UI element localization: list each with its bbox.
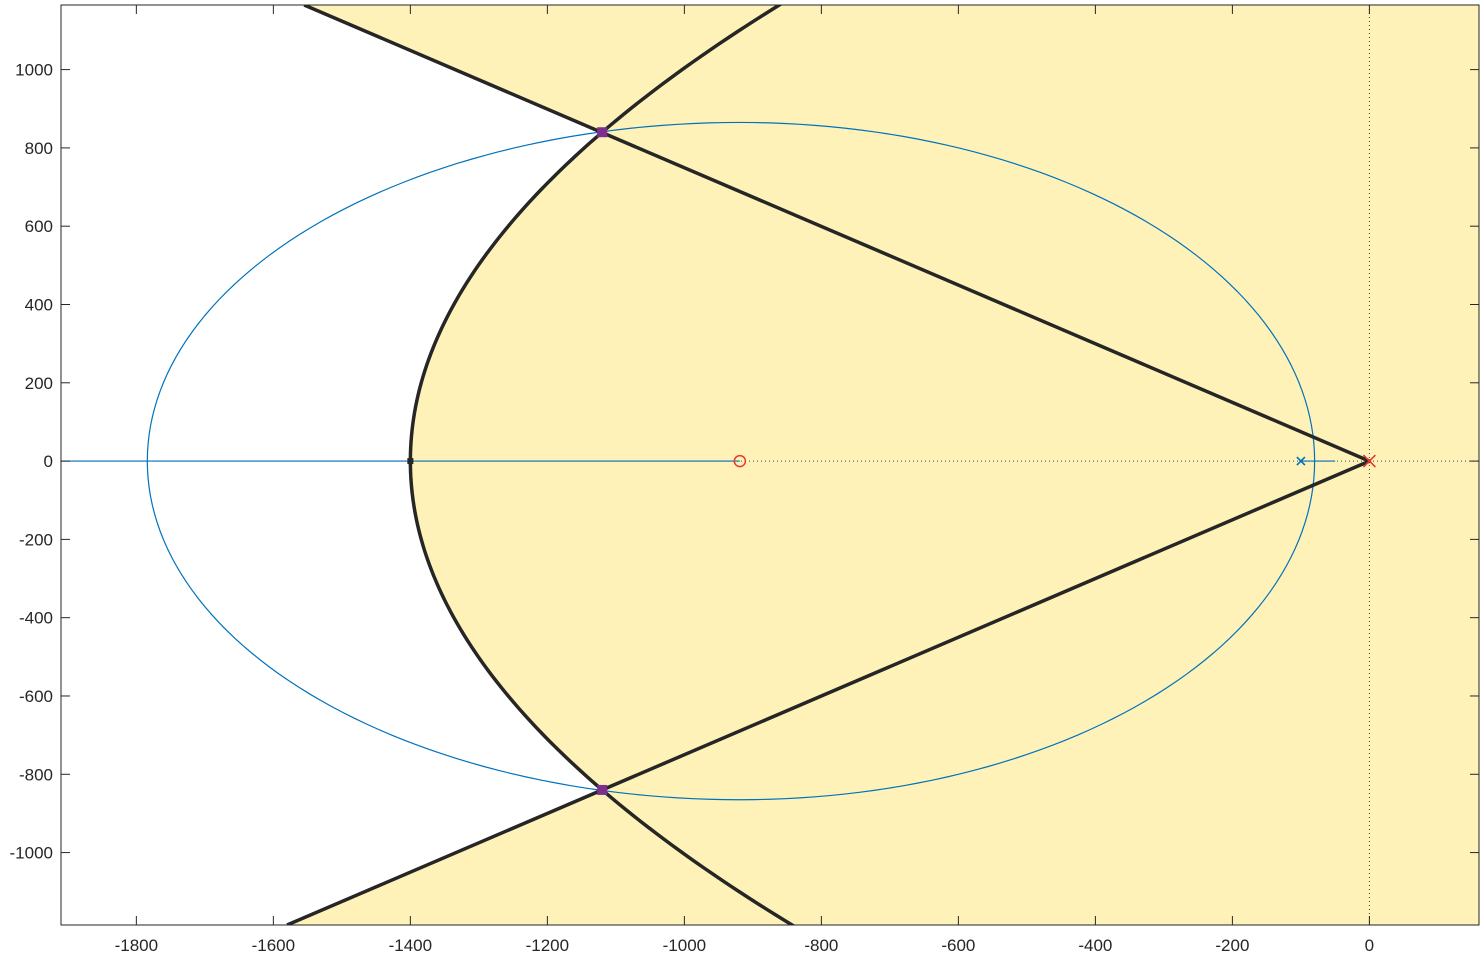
y-tick-label: -400 — [19, 609, 53, 628]
x-tick-label: -1400 — [389, 936, 432, 955]
y-tick-label: 800 — [25, 139, 53, 158]
x-tick-label: -1800 — [115, 936, 158, 955]
open-loop-pole-marker — [1296, 456, 1306, 466]
x-tick-label: -1600 — [252, 936, 295, 955]
y-tick-label: -200 — [19, 530, 53, 549]
x-tick-label: -400 — [1078, 936, 1112, 955]
y-tick-label: -800 — [19, 765, 53, 784]
x-tick-label: 0 — [1365, 936, 1374, 955]
parabola-boundary — [408, 5, 796, 925]
x-tick-label: -600 — [941, 936, 975, 955]
y-tick-label: 400 — [25, 295, 53, 314]
plot-axes: -1800 -1600 -1400 -1200 -1000 -800 -600 -400 -20… — [10, 4, 1480, 955]
y-tick-label: 600 — [25, 217, 53, 236]
x-tick-label: -1000 — [663, 936, 706, 955]
y-tick-label: -1000 — [10, 844, 53, 863]
zero-marker — [733, 454, 747, 468]
x-tick-label: -1200 — [526, 936, 569, 955]
axis-ticks: -1800 -1600 -1400 -1200 -1000 -800 -600 -400 -20… — [10, 5, 1479, 955]
pole-zero-markers — [407, 127, 1376, 795]
y-tick-label: 0 — [44, 452, 53, 471]
closed-loop-pole-marker — [407, 458, 414, 465]
y-tick-label: 200 — [25, 374, 53, 393]
closed-loop-pole-marker — [597, 127, 608, 138]
open-loop-pole-marker — [1362, 454, 1376, 468]
design-region — [287, 5, 1479, 925]
y-tick-label: 1000 — [15, 61, 53, 80]
y-tick-label: -600 — [19, 687, 53, 706]
closed-loop-pole-marker — [597, 784, 608, 795]
x-tick-label: -200 — [1215, 936, 1249, 955]
x-tick-label: -800 — [804, 936, 838, 955]
axes-box — [60, 4, 1480, 926]
